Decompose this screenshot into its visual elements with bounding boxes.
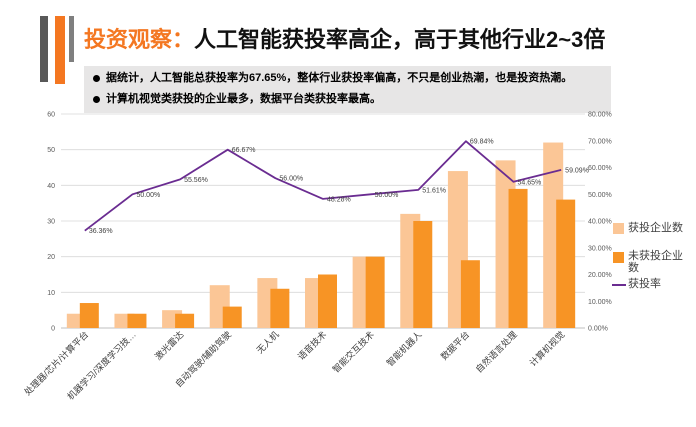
rate-data-label-3: 66.67% [232,147,256,154]
x-tick-label: 自然语言处理 [473,329,519,375]
y2-tick-label: 0.00% [588,326,608,333]
y-tick-label: 10 [47,290,55,297]
decor-stripe-light [69,16,74,62]
summary-bullet-text: 计算机视觉类获投的企业最多，数据平台类获投率最高。 [106,93,381,105]
legend-swatch-unfunded [613,252,624,263]
slide-title-main: 人工智能获投率高企，高于其他行业2~3倍 [194,27,606,52]
y-tick-label: 20 [47,254,55,261]
legend-swatch-funded [613,223,624,234]
rate-data-label-2: 55.56% [184,177,208,184]
y2-tick-label: 30.00% [588,245,612,252]
bar-unfunded-7 [413,221,433,328]
rate-data-label-0: 36.36% [89,228,113,235]
x-tick-label: 智能交互技术 [330,329,376,375]
bullet-dot-icon [93,75,100,82]
rate-data-label-4: 56.00% [279,176,303,183]
slide-title: 投资观察：人工智能获投率高企，高于其他行业2~3倍 [84,27,605,53]
bar-unfunded-2 [175,313,195,328]
y-tick-label: 0 [51,326,55,333]
rate-data-label-9: 54.65% [518,179,542,186]
rate-data-label-7: 51.61% [422,187,446,194]
y2-tick-label: 40.00% [588,219,612,226]
slide-title-highlight: 投资观察： [84,27,195,52]
legend-label-rate: 获投率 [628,278,661,290]
rate-data-label-6: 50.00% [375,192,399,199]
bar-unfunded-9 [508,188,528,328]
decor-stripe-dark [40,16,48,82]
decor-stripe-accent [55,16,65,84]
rate-data-label-10: 59.09% [565,167,589,174]
summary-bullet: 据统计，人工智能总获投率为67.65%，整体行业获投率偏高，不只是创业热潮，也是… [84,68,611,89]
y-tick-label: 40 [47,183,55,190]
rate-data-label-5: 48.28% [327,196,351,203]
x-tick-label: 数据平台 [438,329,471,362]
rate-data-label-8: 69.84% [470,139,494,146]
y-tick-label: 50 [47,147,55,154]
x-tick-label: 激光雷达 [152,329,185,362]
bar-unfunded-3 [222,306,242,328]
x-tick-label: 计算机视觉 [527,329,567,369]
bullet-dot-icon [93,96,100,103]
y2-tick-label: 80.00% [588,112,612,119]
bar-unfunded-5 [318,274,337,328]
bar-unfunded-10 [556,199,576,328]
chart-legend: 获投企业数 未获投企业数 获投率 [612,222,692,294]
y-tick-label: 60 [47,112,55,119]
y2-tick-label: 10.00% [588,299,612,306]
summary-panel: 据统计，人工智能总获投率为67.65%，整体行业获投率偏高，不只是创业热潮，也是… [84,66,611,113]
rate-line [84,140,562,232]
rate-data-label-1: 50.00% [136,192,160,199]
legend-label-unfunded: 未获投企业数 [628,250,683,274]
bar-unfunded-6 [365,256,385,328]
y2-tick-label: 20.00% [588,272,612,279]
legend-label-funded: 获投企业数 [628,222,683,234]
y2-tick-label: 60.00% [588,165,612,172]
summary-bullet: 计算机视觉类获投的企业最多，数据平台类获投率最高。 [84,89,611,110]
x-tick-label: 智能机器人 [384,329,424,369]
x-tick-label: 语音技术 [295,329,328,362]
legend-swatch-rate-line [612,284,626,286]
bar-unfunded-0 [79,303,99,328]
y2-tick-label: 50.00% [588,192,612,199]
summary-bullet-text: 据统计，人工智能总获投率为67.65%，整体行业获投率偏高，不只是创业热潮，也是… [106,72,573,84]
y-tick-label: 30 [47,219,55,226]
bar-unfunded-1 [127,313,147,328]
y2-tick-label: 70.00% [588,138,612,145]
bar-unfunded-8 [460,260,480,328]
bar-unfunded-4 [270,288,290,328]
x-tick-label: 无人机 [254,329,281,356]
